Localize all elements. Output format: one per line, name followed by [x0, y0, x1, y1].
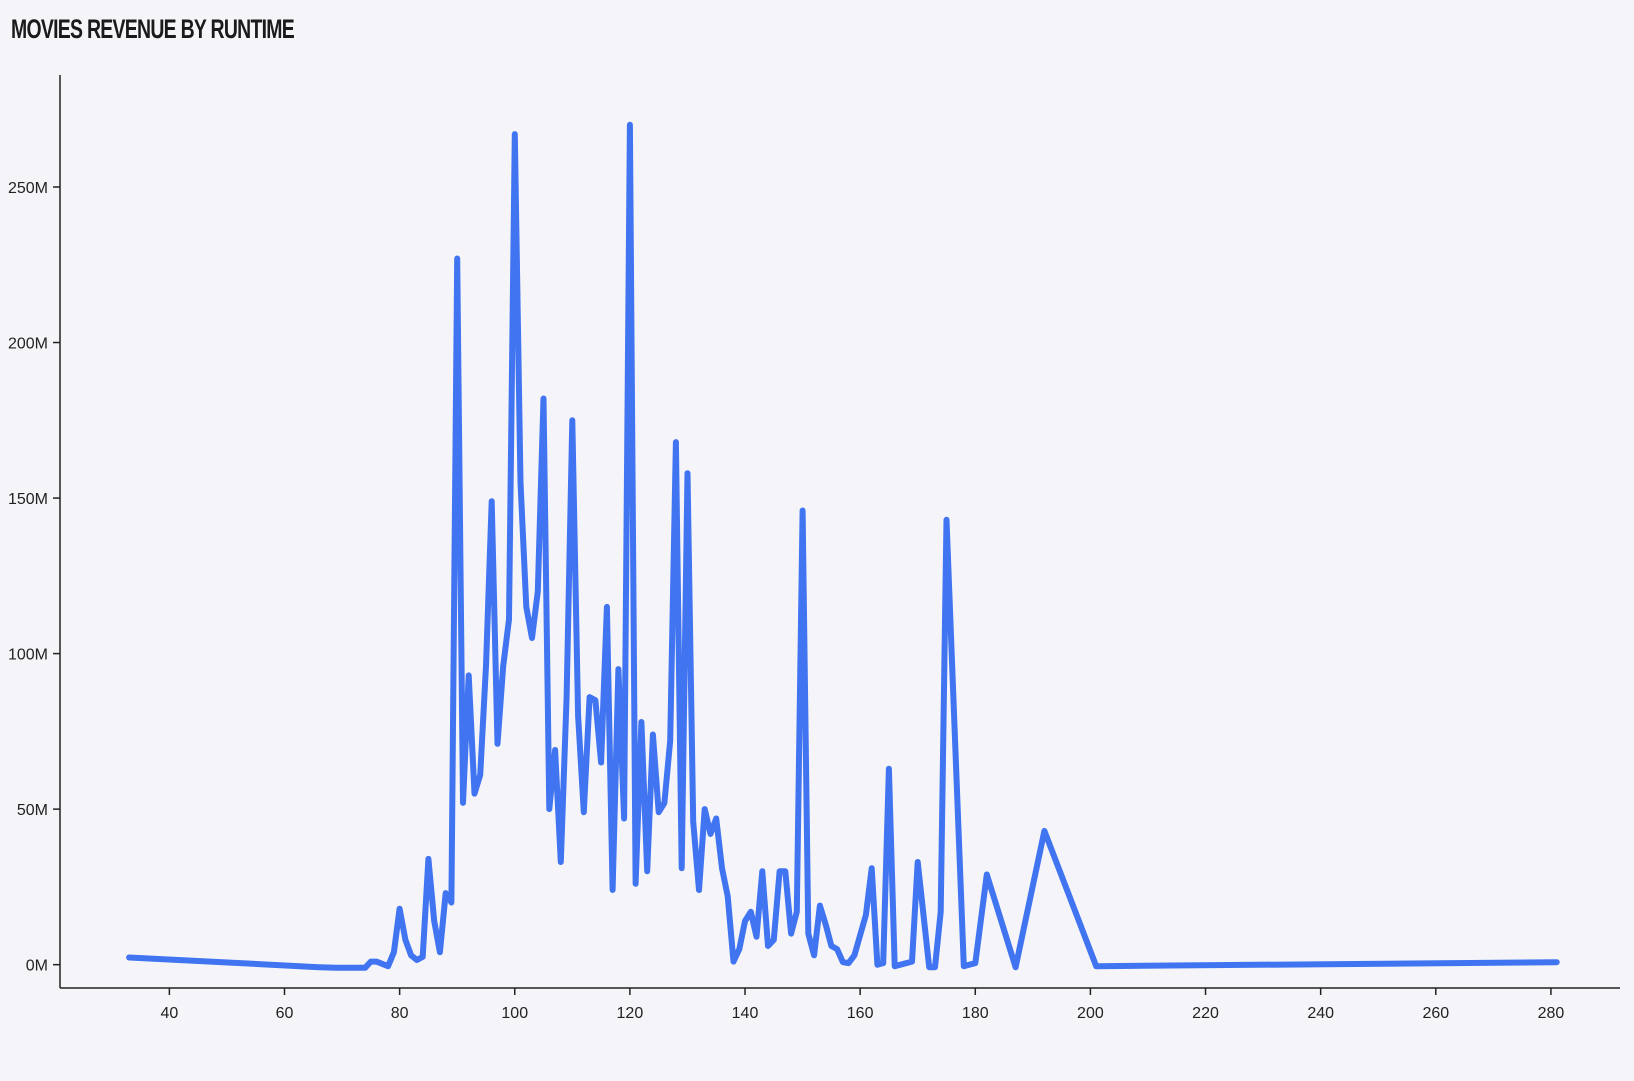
x-tick-label: 260 — [1422, 1005, 1449, 1022]
x-tick-label: 280 — [1538, 1005, 1565, 1022]
x-tick-label: 80 — [391, 1005, 409, 1022]
y-tick-label: 100M — [8, 647, 48, 664]
x-tick-label: 40 — [160, 1005, 178, 1022]
x-tick-label: 140 — [732, 1005, 759, 1022]
y-tick-label: 0M — [26, 958, 48, 975]
x-tick-label: 160 — [847, 1005, 874, 1022]
x-tick-label: 200 — [1077, 1005, 1104, 1022]
x-tick-label: 180 — [962, 1005, 989, 1022]
y-tick-label: 200M — [8, 336, 48, 353]
y-tick-label: 50M — [17, 802, 48, 819]
x-tick-label: 220 — [1192, 1005, 1219, 1022]
y-tick-label: 250M — [8, 180, 48, 197]
x-tick-label: 60 — [276, 1005, 294, 1022]
y-tick-label: 150M — [8, 491, 48, 508]
x-tick-label: 100 — [501, 1005, 528, 1022]
x-tick-label: 240 — [1307, 1005, 1334, 1022]
series-line-0 — [126, 121, 1560, 971]
x-tick-label: 120 — [617, 1005, 644, 1022]
chart-title: MOVIES REVENUE BY RUNTIME — [11, 14, 295, 44]
